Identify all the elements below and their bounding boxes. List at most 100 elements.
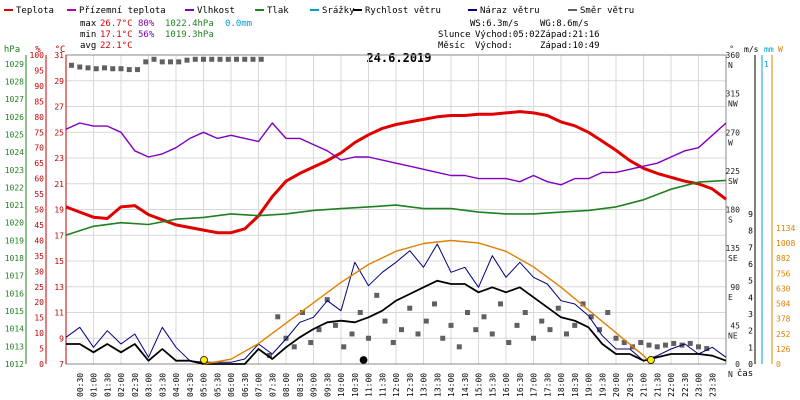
watt-tick-0: 1134 [776,224,795,233]
temp-tick-4: 23 [54,154,64,163]
legend-label-5: Rychlost větru [365,6,441,16]
x-tick-43: 22:00 [667,373,676,397]
x-tick-46: 23:30 [708,373,717,397]
stat-avg-label: avg [80,41,96,51]
stat-min-pressure: 1019.3hPa [165,30,214,40]
dir-compass-6: E [728,293,733,302]
wind-direction-point [242,56,248,62]
wind-direction-point [621,340,627,346]
hpa-tick-10: 1019 [5,236,24,245]
x-tick-3: 02:00 [117,373,126,397]
x-tick-24: 12:30 [406,373,415,397]
dir-tick-4: 180 [726,206,741,215]
stat-min-temp: 17.1°C [100,30,133,40]
wind-direction-point [209,56,215,62]
wind-direction-point [258,56,264,62]
x-tick-21: 11:00 [365,373,374,397]
x-tick-15: 08:00 [282,373,291,397]
x-tick-17: 09:00 [310,373,319,397]
wind-direction-point [333,322,338,328]
watt-axis-unit: W [778,45,783,54]
x-tick-44: 22:30 [681,373,690,397]
x-tick-19: 10:00 [337,373,346,397]
stat-max-pressure: 1022.4hPa [165,19,214,29]
x-tick-1: 01:00 [90,373,99,397]
wind-direction-point [423,318,429,324]
stat-rain: 0.0mm [225,19,252,29]
chart-legend: Teplota Přízemní teplota Vlhkost Tlak Srážky… [4,6,634,16]
dir-compass-2: W [728,138,733,147]
x-tick-32: 16:30 [516,373,525,397]
wind-direction-point [357,310,363,315]
pct-tick-18: 10 [34,329,44,338]
dir-tick-6: 90 [730,283,740,292]
ms-axis-unit: m/s [744,45,759,54]
ms-tick-0: 9 [748,210,753,219]
stat-moon-label: Měsíc [438,41,465,51]
legend-label-2: Vlhkost [197,6,235,16]
legend-label-6: Náraz větru [480,6,540,16]
series-line-1 [65,122,727,186]
watt-tick-1: 1008 [776,239,795,248]
legend-label-0: Teplota [16,6,54,16]
hpa-tick-9: 1020 [5,219,24,228]
pct-tick-16: 20 [34,298,44,307]
pct-tick-7: 65 [34,159,44,168]
temp-tick-10: 11 [54,309,64,318]
stat-avg-temp: 22.1°C [100,41,133,51]
hpa-tick-15: 1014 [5,325,24,334]
dir-compass-7: NE [728,331,738,340]
pct-tick-2: 90 [34,82,44,91]
stats-block: max 26.7°C 80% 1022.4hPa 0.0mm min 17.1°… [80,19,600,51]
wind-direction-point [671,340,677,346]
x-tick-13: 07:00 [255,373,264,397]
series-line-4 [66,279,727,365]
ms-tick-3: 6 [748,260,753,269]
wind-direction-point [217,56,223,62]
series-line-0 [65,110,727,235]
pct-tick-15: 25 [34,283,44,292]
wind-direction-point [407,305,413,311]
x-tick-14: 07:30 [268,373,277,397]
hpa-tick-11: 1018 [5,254,24,263]
moonset-marker [359,356,368,364]
sunrise-marker [200,356,208,364]
x-tick-0: 00:30 [76,373,85,397]
x-tick-22: 11:30 [378,373,387,397]
wind-direction-point [159,59,165,65]
ms-tick-2: 7 [748,243,753,252]
dir-tick-3: 225 [726,167,741,176]
ms-tick-9: 0 [748,360,753,369]
pct-tick-13: 35 [34,252,44,261]
wind-direction-point [456,344,462,350]
wind-direction-point [267,352,272,358]
temp-tick-2: 27 [54,103,64,112]
series-line-5 [203,239,653,365]
mm-axis-unit: mm [764,45,774,54]
x-tick-25: 13:00 [420,373,429,397]
ms-tick-6: 3 [748,310,753,319]
wind-direction-point [201,56,206,62]
wind-direction-point [555,305,561,311]
wind-direction-point [498,301,503,307]
stat-sunrise: Východ:05:02 [475,30,540,40]
wind-direction-point [489,331,495,337]
wind-direction-point [646,342,652,348]
wind-direction-point [539,318,545,324]
temp-tick-8: 15 [54,257,64,266]
watt-tick-8: 126 [776,345,791,354]
stat-wind-speed: WS:6.3m/s [470,19,519,29]
pct-tick-5: 75 [34,128,44,137]
wind-direction-point [110,66,116,72]
wind-direction-point [696,344,701,350]
axes: hPa1029102810271026102510241023102210211… [4,45,796,397]
x-tick-40: 20:30 [626,373,635,397]
x-tick-34: 17:30 [543,373,552,397]
dir-compass-5: SE [728,254,738,263]
wind-direction-point [324,297,330,303]
wind-direction-point [308,340,314,346]
x-tick-16: 08:30 [296,373,305,397]
x-tick-41: 21:00 [640,373,649,397]
hpa-tick-8: 1021 [5,201,24,210]
stat-moonset: Západ:10:49 [540,41,600,51]
